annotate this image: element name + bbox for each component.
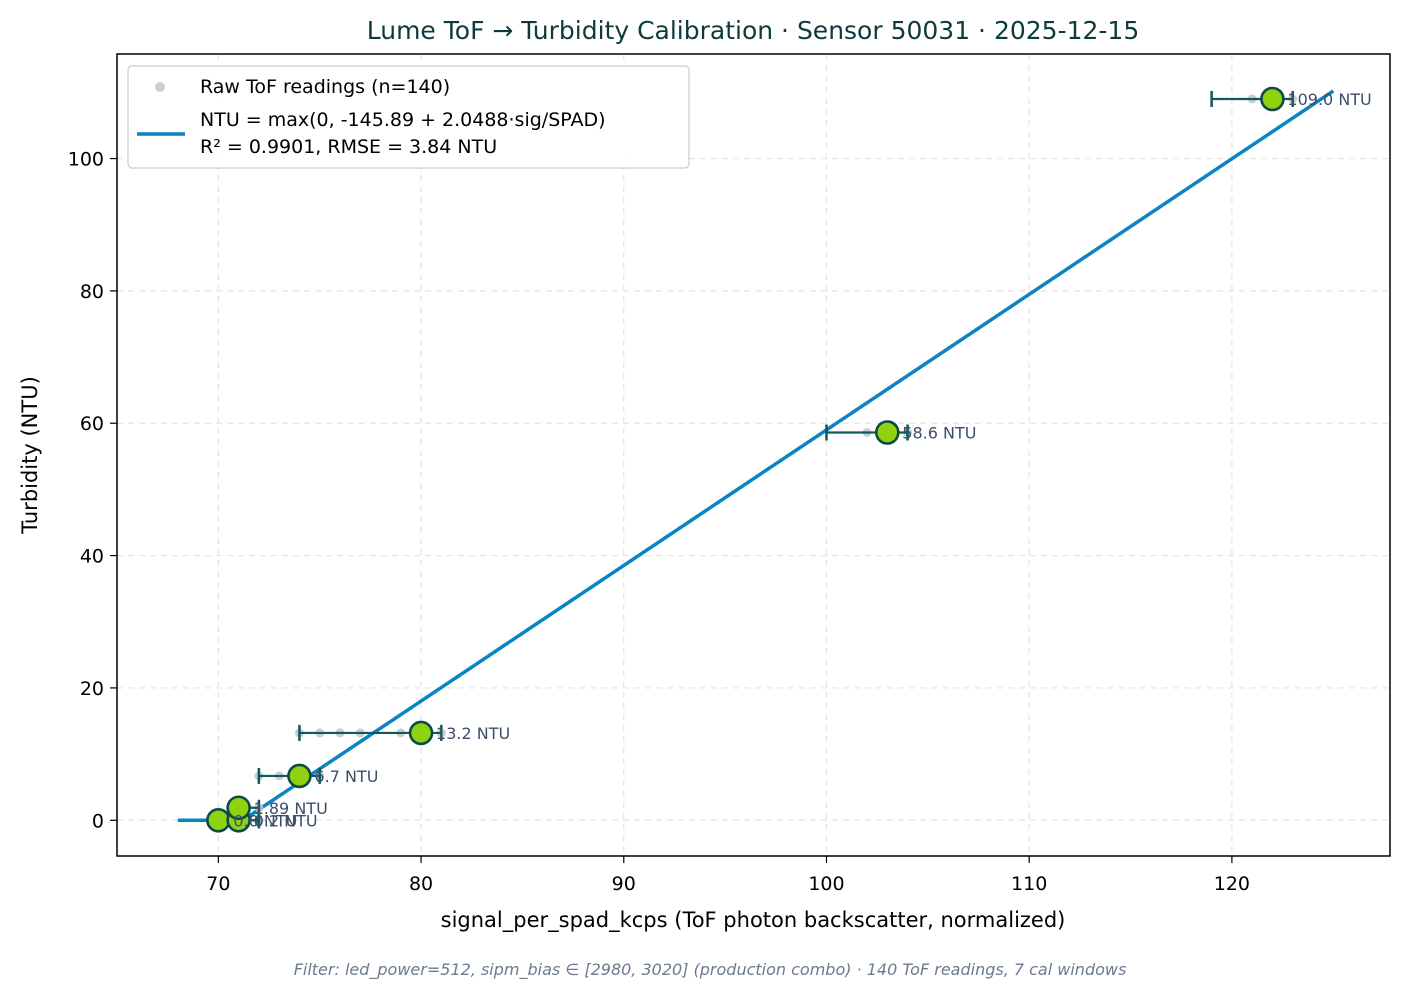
legend-box — [127, 65, 690, 169]
cal-window-marker — [408, 720, 434, 746]
cal-window-marker — [226, 795, 251, 821]
cal-markers-group — [206, 86, 1285, 833]
ntu-annotation: 109.0 NTU — [1287, 90, 1371, 109]
x-tick-label: 80 — [409, 873, 433, 895]
x-axis-label: signal_per_spad_kcps (ToF photon backsca… — [441, 908, 1066, 933]
legend-raw-label: Raw ToF readings (n=140) — [200, 76, 450, 98]
y-tick-label: 100 — [68, 149, 104, 171]
grid — [117, 54, 1390, 856]
fit-line-group — [177, 89, 1335, 823]
errorbars-group — [217, 90, 1294, 829]
cal-window-marker — [206, 807, 231, 833]
plot-frame — [116, 53, 1391, 857]
ntu-annotation: 6.7 NTU — [314, 767, 378, 786]
x-tick-label: 90 — [612, 873, 636, 895]
x-tick-label: 110 — [1011, 873, 1047, 895]
legend-fit-label-line2: R² = 0.9901, RMSE = 3.84 NTU — [200, 136, 497, 158]
chart-title: Lume ToF → Turbidity Calibration · Senso… — [367, 16, 1140, 45]
ntu-annotation: 58.6 NTU — [902, 424, 976, 443]
x-tick-label: 100 — [808, 873, 844, 895]
y-tick-label: 40 — [80, 546, 104, 568]
y-tick-label: 20 — [80, 678, 104, 700]
legend-fit-label-line1: NTU = max(0, -145.89 + 2.0488·sig/SPAD) — [200, 109, 606, 131]
fit-line — [177, 89, 1335, 823]
raw-points-group — [213, 94, 1298, 825]
y-axis-label: Turbidity (NTU) — [18, 376, 42, 535]
x-axis-ticks: 70 80 90 100 110 120 — [206, 856, 1250, 895]
legend-raw-marker — [155, 82, 165, 92]
y-tick-label: 80 — [80, 281, 104, 303]
y-tick-label: 60 — [80, 413, 104, 435]
cal-window-marker — [874, 420, 900, 445]
cal-window-marker — [1260, 86, 1285, 112]
x-tick-label: 120 — [1214, 873, 1250, 895]
x-tick-label: 70 — [206, 873, 230, 895]
y-axis-ticks: 0 20 40 60 80 100 — [68, 149, 117, 832]
y-tick-label: 0 — [92, 810, 104, 832]
ntu-annotation: 1.89 NTU — [254, 799, 328, 818]
footnote: Filter: led_power=512, sipm_bias ∈ [2980… — [294, 960, 1127, 980]
cal-window-marker — [287, 763, 312, 789]
ntu-annotation: 0.0 NTU — [233, 811, 297, 830]
legend: Raw ToF readings (n=140) NTU = max(0, -1… — [127, 65, 690, 169]
ntu-annotation: 0.2 NTU — [254, 811, 318, 830]
ntu-annotation: 13.2 NTU — [436, 724, 510, 743]
